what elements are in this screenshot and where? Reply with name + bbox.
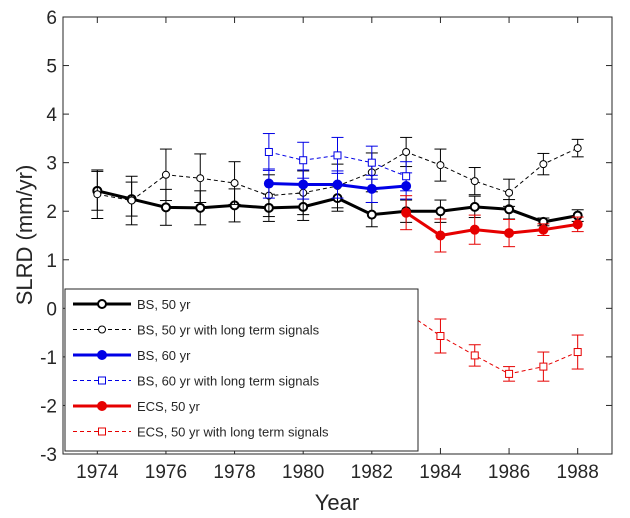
y-tick-label: 2 (46, 202, 57, 223)
series-ecs-50-yr (400, 195, 584, 253)
data-point (97, 299, 107, 309)
y-tick-label: -1 (40, 348, 57, 369)
legend-label: BS, 50 yr with long term signals (137, 323, 320, 338)
series-line (405, 211, 578, 238)
y-axis-title: SLRD (mm/yr) (12, 165, 37, 306)
x-tick-label: 1982 (351, 462, 393, 483)
data-point (98, 376, 106, 385)
data-point (539, 160, 548, 169)
x-tick-label: 1984 (419, 462, 462, 483)
legend: BS, 50 yr BS, 50 yr with long term signal… (64, 288, 419, 452)
x-tick-label: 1974 (76, 462, 119, 483)
data-point (504, 228, 515, 239)
data-point (97, 350, 107, 360)
data-point (573, 144, 582, 153)
legend-label: BS, 60 yr (137, 348, 191, 363)
data-point (93, 190, 102, 199)
data-point (470, 351, 479, 360)
x-tick-label: 1980 (282, 462, 324, 483)
x-tick-label: 1988 (557, 462, 599, 483)
legend-label: ECS, 50 yr (137, 399, 201, 414)
data-point (469, 224, 480, 235)
legend-label: BS, 60 yr with long term signals (137, 374, 320, 389)
data-point (505, 188, 514, 197)
data-point (161, 170, 170, 179)
series-line (405, 311, 578, 375)
series-bs-60-yr-with-long-term-signals (262, 133, 413, 192)
tick-labels: 1974 1976 1978 1980 1982 1984 1986 1988 -3 -2 -1 0 1… (40, 8, 599, 483)
data-point (98, 427, 106, 436)
data-point (436, 161, 445, 170)
data-point (401, 207, 412, 218)
data-point (332, 179, 343, 190)
y-tick-label: 5 (46, 57, 57, 78)
data-point (538, 224, 549, 235)
data-point (98, 325, 106, 334)
x-tick-label: 1978 (213, 462, 255, 483)
data-point (572, 219, 583, 230)
data-point (435, 230, 446, 241)
x-tick-label: 1976 (145, 462, 187, 483)
data-point (470, 177, 479, 186)
legend-label: ECS, 50 yr with long term signals (137, 425, 329, 440)
data-point (333, 151, 342, 160)
x-tick-label: 1986 (488, 462, 530, 483)
data-point (97, 401, 107, 411)
data-point (299, 156, 308, 165)
data-point (367, 158, 376, 167)
data-point (263, 178, 274, 189)
data-point (573, 348, 582, 357)
data-point (264, 147, 273, 156)
data-point (366, 183, 377, 194)
y-tick-label: -3 (40, 445, 57, 466)
y-tick-label: 0 (46, 299, 57, 320)
data-point (402, 172, 411, 181)
y-tick-label: 4 (46, 105, 57, 126)
data-point (366, 209, 377, 220)
data-point (539, 362, 548, 371)
legend-label: BS, 50 yr (137, 297, 191, 312)
legend-box (64, 288, 419, 452)
data-point (505, 369, 514, 378)
data-point (196, 174, 205, 183)
data-point (435, 206, 446, 217)
data-point (127, 196, 136, 205)
data-point (469, 201, 480, 212)
data-point (402, 147, 411, 156)
data-point (298, 179, 309, 190)
y-tick-label: 1 (46, 251, 57, 272)
data-point (195, 202, 206, 213)
series-line (268, 151, 407, 177)
x-axis-title: Year (315, 490, 359, 515)
data-point (230, 179, 239, 188)
y-tick-label: 3 (46, 154, 57, 175)
data-point (436, 332, 445, 341)
data-point (160, 202, 171, 213)
y-tick-label: 6 (46, 8, 57, 29)
y-tick-label: -2 (40, 396, 57, 417)
